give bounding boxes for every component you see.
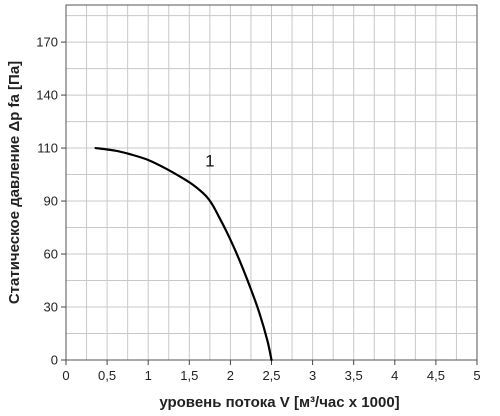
y-tick-label: 60 xyxy=(44,247,58,262)
x-tick-label: 2 xyxy=(227,368,234,383)
x-axis-ticks: 0 0,5 1 1,5 2 2,5 3 3,5 4 4,5 5 xyxy=(62,360,481,383)
y-tick-label: 170 xyxy=(36,35,58,50)
y-tick-label: 0 xyxy=(51,353,58,368)
x-tick-label: 1,5 xyxy=(180,368,198,383)
series-line xyxy=(94,146,273,362)
y-tick-label: 90 xyxy=(44,194,58,209)
x-tick-label: 4,5 xyxy=(427,368,445,383)
curve-annotation: 1 xyxy=(205,152,214,171)
x-tick-label: 2,5 xyxy=(262,368,280,383)
grid xyxy=(65,5,478,361)
x-tick-label: 4 xyxy=(391,368,398,383)
x-tick-label: 1 xyxy=(145,368,152,383)
y-axis-label: Статическое давление Δp fa [Па] xyxy=(6,61,23,304)
y-tick-label: 110 xyxy=(37,141,58,156)
x-tick-label: 0,5 xyxy=(98,368,116,383)
x-tick-label: 0 xyxy=(62,368,69,383)
y-tick-label: 140 xyxy=(36,88,58,103)
x-tick-label: 3 xyxy=(309,368,316,383)
annotations: 1 xyxy=(205,152,214,171)
y-axis-ticks: 0 30 60 90 110 140 170 xyxy=(36,35,66,368)
y-tick-label: 30 xyxy=(44,300,58,315)
x-tick-label: 5 xyxy=(473,368,480,383)
series-group xyxy=(94,146,273,362)
x-tick-label: 3,5 xyxy=(345,368,363,383)
x-axis-label: уровень потока V [м³/час x 1000] xyxy=(159,394,399,411)
